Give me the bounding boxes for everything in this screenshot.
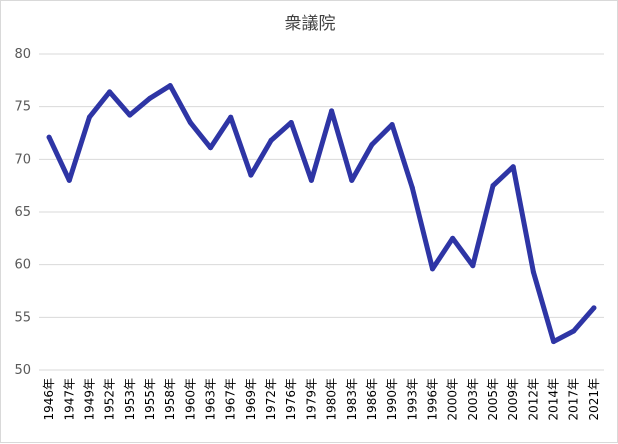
data-point (450, 235, 456, 241)
y-tick-label: 80 (14, 47, 31, 62)
data-point (187, 119, 193, 125)
x-tick-label: 1983年 (345, 378, 359, 421)
x-tick-label: 1996年 (425, 378, 439, 421)
data-point (571, 328, 577, 334)
data-point (510, 164, 516, 170)
x-tick-label: 1967年 (224, 378, 238, 421)
data-point (429, 266, 435, 272)
x-tick-label: 2021年 (587, 378, 601, 421)
x-tick-label: 1963年 (204, 378, 218, 421)
x-tick-label: 2000年 (446, 378, 460, 421)
data-point (308, 177, 314, 183)
x-tick-label: 1972年 (264, 378, 278, 421)
data-point (86, 114, 92, 120)
x-tick-label: 1976年 (284, 378, 298, 421)
x-tick-label: 1952年 (103, 378, 117, 421)
series-line (46, 83, 597, 345)
data-point (490, 183, 496, 189)
data-point (248, 172, 254, 178)
y-tick-label: 60 (14, 258, 31, 273)
x-tick-label: 1960年 (183, 378, 197, 421)
x-tick-label: 1958年 (163, 378, 177, 421)
x-tick-label: 1993年 (405, 378, 419, 421)
y-tick-label: 70 (14, 152, 31, 167)
data-point (349, 177, 355, 183)
data-point (147, 95, 153, 101)
data-point (127, 112, 133, 118)
data-point (551, 339, 557, 345)
data-point (167, 83, 173, 89)
data-point (329, 108, 335, 114)
x-tick-label: 1947年 (62, 378, 76, 421)
data-point (591, 305, 597, 311)
data-point (66, 177, 72, 183)
y-tick-label: 55 (14, 310, 31, 325)
x-tick-label: 2005年 (486, 378, 500, 421)
data-point (107, 89, 113, 95)
y-tick-label: 65 (14, 205, 31, 220)
y-tick-label: 75 (14, 100, 31, 115)
data-point (409, 185, 415, 191)
x-tick-label: 2009年 (506, 378, 520, 421)
x-tick-label: 1980年 (325, 378, 339, 421)
x-tick-label: 1949年 (82, 378, 96, 421)
chart-title: 衆議院 (284, 14, 336, 34)
x-tick-label: 2017年 (567, 378, 581, 421)
x-tick-label: 1969年 (244, 378, 258, 421)
x-tick-label: 2014年 (547, 378, 561, 421)
data-point (46, 134, 52, 140)
data-point (369, 142, 375, 148)
data-point (228, 114, 234, 120)
data-point (288, 119, 294, 125)
x-tick-label: 1986年 (365, 378, 379, 421)
x-tick-label: 1990年 (385, 378, 399, 421)
data-point (470, 263, 476, 269)
data-point (268, 137, 274, 143)
y-tick-label: 50 (14, 363, 31, 378)
data-point (389, 122, 395, 128)
x-tick-label: 1955年 (143, 378, 157, 421)
x-tick-label: 2003年 (466, 378, 480, 421)
x-tick-label: 1953年 (123, 378, 137, 421)
x-tick-label: 2012年 (526, 378, 540, 421)
data-point (208, 145, 214, 151)
x-tick-label: 1946年 (42, 378, 56, 421)
data-point (530, 269, 536, 275)
x-tick-label: 1979年 (304, 378, 318, 421)
